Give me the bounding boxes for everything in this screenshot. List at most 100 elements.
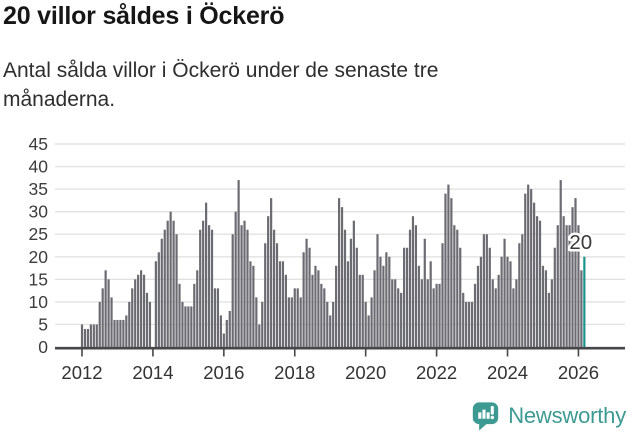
bar — [278, 261, 282, 347]
bar — [503, 238, 506, 347]
bar — [163, 229, 166, 347]
bar — [391, 279, 394, 347]
bar — [142, 274, 146, 347]
bar — [187, 306, 190, 347]
bar — [246, 229, 249, 347]
bar — [438, 283, 441, 347]
bar — [86, 328, 90, 347]
bar — [234, 211, 237, 347]
newsworthy-logo-text: Newsworthy — [508, 403, 626, 428]
chart-subtitle: Antal sålda villor i Öckerö under de sen… — [3, 59, 439, 111]
bar — [441, 243, 444, 347]
bar — [533, 202, 536, 347]
bar — [426, 279, 429, 347]
bar — [119, 319, 122, 347]
bar — [358, 274, 361, 347]
bar — [470, 301, 474, 347]
bar — [261, 301, 264, 347]
bar — [80, 324, 84, 347]
bar — [408, 229, 412, 347]
bar — [219, 315, 222, 347]
bar — [485, 234, 488, 347]
bar — [524, 193, 527, 347]
bar — [95, 324, 98, 347]
bar — [574, 198, 577, 347]
bar — [462, 292, 465, 347]
bar — [482, 234, 485, 347]
bar — [181, 301, 184, 347]
bar — [287, 297, 290, 347]
bar — [122, 319, 125, 347]
bar — [145, 292, 149, 347]
bar — [157, 252, 160, 347]
bar — [193, 283, 196, 347]
bar — [320, 283, 323, 347]
bar — [293, 288, 296, 347]
x-axis-tick-label: 2016 — [203, 362, 244, 383]
bar — [205, 202, 208, 347]
bar — [373, 270, 376, 347]
bar — [329, 315, 332, 347]
bar — [577, 225, 580, 347]
bar — [367, 315, 370, 347]
bar — [311, 274, 314, 347]
bar — [228, 310, 231, 347]
bar — [553, 247, 556, 347]
bar — [512, 288, 515, 347]
bar — [326, 301, 329, 347]
x-axis-tick-label: 2012 — [61, 362, 102, 383]
bar — [231, 234, 234, 347]
bar — [568, 225, 571, 347]
bar — [267, 216, 270, 347]
bar — [355, 247, 358, 347]
bar — [178, 283, 181, 347]
y-axis-tick-label: 20 — [29, 247, 49, 267]
bar — [535, 216, 539, 347]
bar — [89, 324, 92, 347]
bar — [255, 297, 258, 347]
y-axis-tick-label: 0 — [38, 337, 48, 357]
bar — [450, 198, 453, 347]
bar — [382, 265, 385, 347]
x-axis-tick-label: 2026 — [558, 362, 599, 383]
bar — [343, 229, 347, 347]
bar — [98, 301, 101, 347]
bar — [405, 247, 409, 347]
bar — [148, 301, 152, 347]
bar — [352, 220, 355, 347]
bar — [160, 238, 163, 347]
bar — [376, 234, 379, 347]
bar — [107, 279, 110, 347]
x-axis-tick-label: 2022 — [416, 362, 457, 383]
y-axis-tick-label: 45 — [29, 134, 48, 154]
bar — [243, 220, 246, 347]
bar — [172, 220, 175, 347]
highlight-value-label: 20 — [569, 231, 592, 254]
x-axis-tick-label: 2018 — [274, 362, 315, 383]
bar — [340, 207, 344, 347]
bar — [453, 225, 456, 347]
bar — [169, 211, 172, 347]
y-axis-tick-label: 40 — [29, 157, 49, 177]
bar — [125, 315, 128, 347]
bar — [444, 193, 447, 347]
bar — [521, 234, 524, 347]
bar — [131, 288, 134, 347]
bar — [101, 288, 104, 347]
bar — [456, 229, 459, 347]
bar — [423, 238, 426, 347]
bar — [465, 301, 468, 347]
bar — [137, 274, 140, 347]
y-axis-tick-label: 30 — [29, 202, 49, 222]
bar — [491, 279, 494, 347]
bar — [435, 283, 438, 347]
bar — [272, 229, 276, 347]
bar — [547, 292, 550, 347]
bar — [402, 247, 406, 347]
bar — [140, 270, 143, 347]
bar — [335, 265, 338, 347]
bar — [488, 247, 491, 347]
bar — [459, 247, 462, 347]
y-axis-tick-label: 5 — [38, 314, 48, 334]
bar — [580, 270, 583, 347]
